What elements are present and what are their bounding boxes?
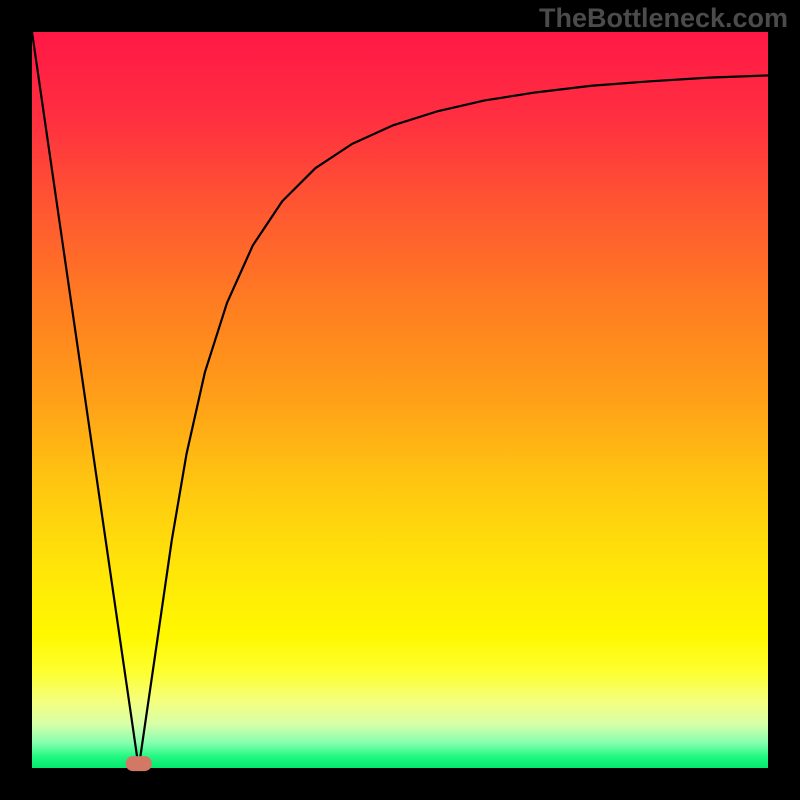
cusp-marker <box>126 756 152 771</box>
chart-container: TheBottleneck.com <box>0 0 800 800</box>
watermark-text: TheBottleneck.com <box>539 3 788 34</box>
curve-layer <box>0 0 800 800</box>
bottleneck-curve <box>32 32 768 768</box>
